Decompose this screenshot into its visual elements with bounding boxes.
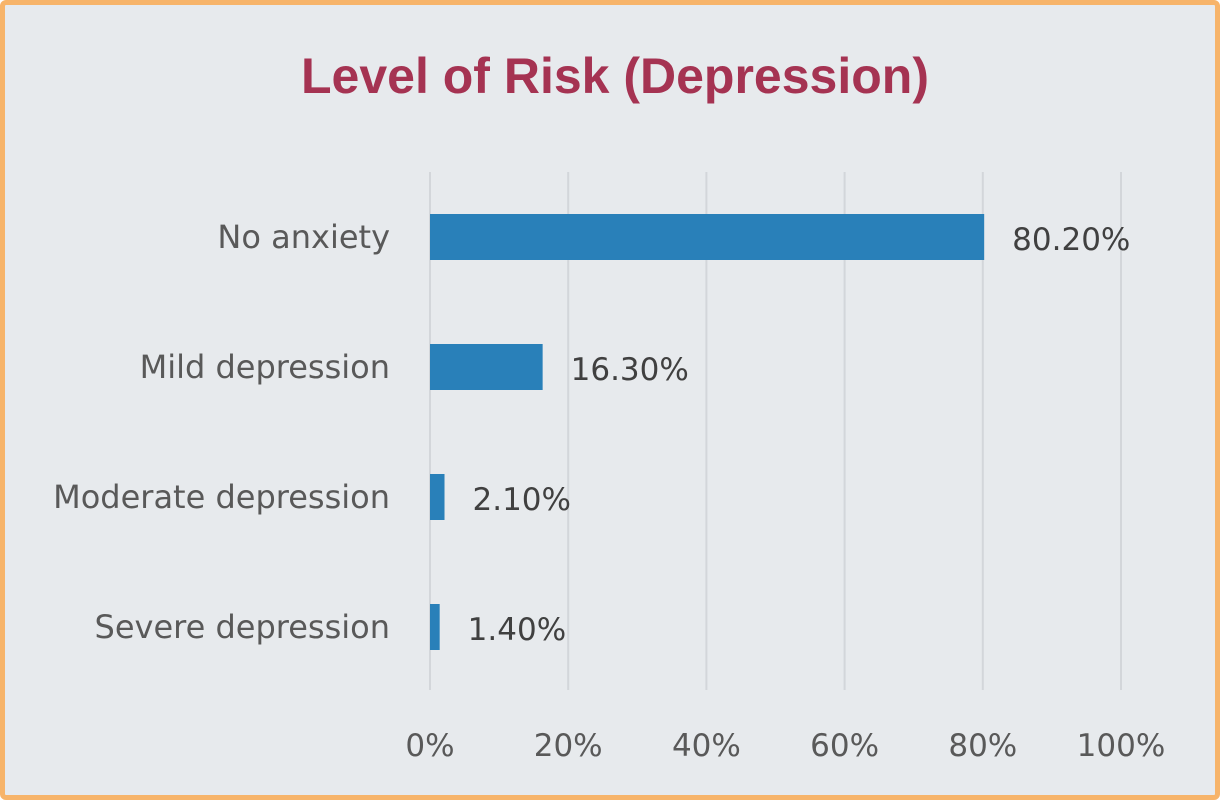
category-labels: No anxiety Mild depression Moderate depres… [53,218,390,646]
bars [430,214,985,650]
x-tick-label: 20% [534,728,603,764]
category-label: Moderate depression [53,478,390,516]
x-tick-label: 100% [1077,728,1166,764]
x-axis-ticks: 0% 20% 40% 60% 80% 100% [405,728,1165,764]
x-tick-label: 40% [672,728,741,764]
category-label: Mild depression [140,348,390,386]
x-tick-label: 60% [810,728,879,764]
data-label: 2.10% [473,482,571,518]
x-tick-label: 80% [948,728,1017,764]
category-label: No anxiety [217,218,390,256]
bar [430,214,985,260]
bar [430,344,543,390]
bar [430,604,440,650]
data-label: 1.40% [468,612,566,648]
category-label: Severe depression [95,608,390,646]
x-tick-label: 0% [405,728,454,764]
data-label: 16.30% [571,352,689,388]
chart-title: Level of Risk (Depression) [301,48,929,104]
data-label: 80.20% [1012,222,1130,258]
bar [430,474,445,520]
data-labels: 80.20% 16.30% 2.10% 1.40% [468,222,1131,648]
